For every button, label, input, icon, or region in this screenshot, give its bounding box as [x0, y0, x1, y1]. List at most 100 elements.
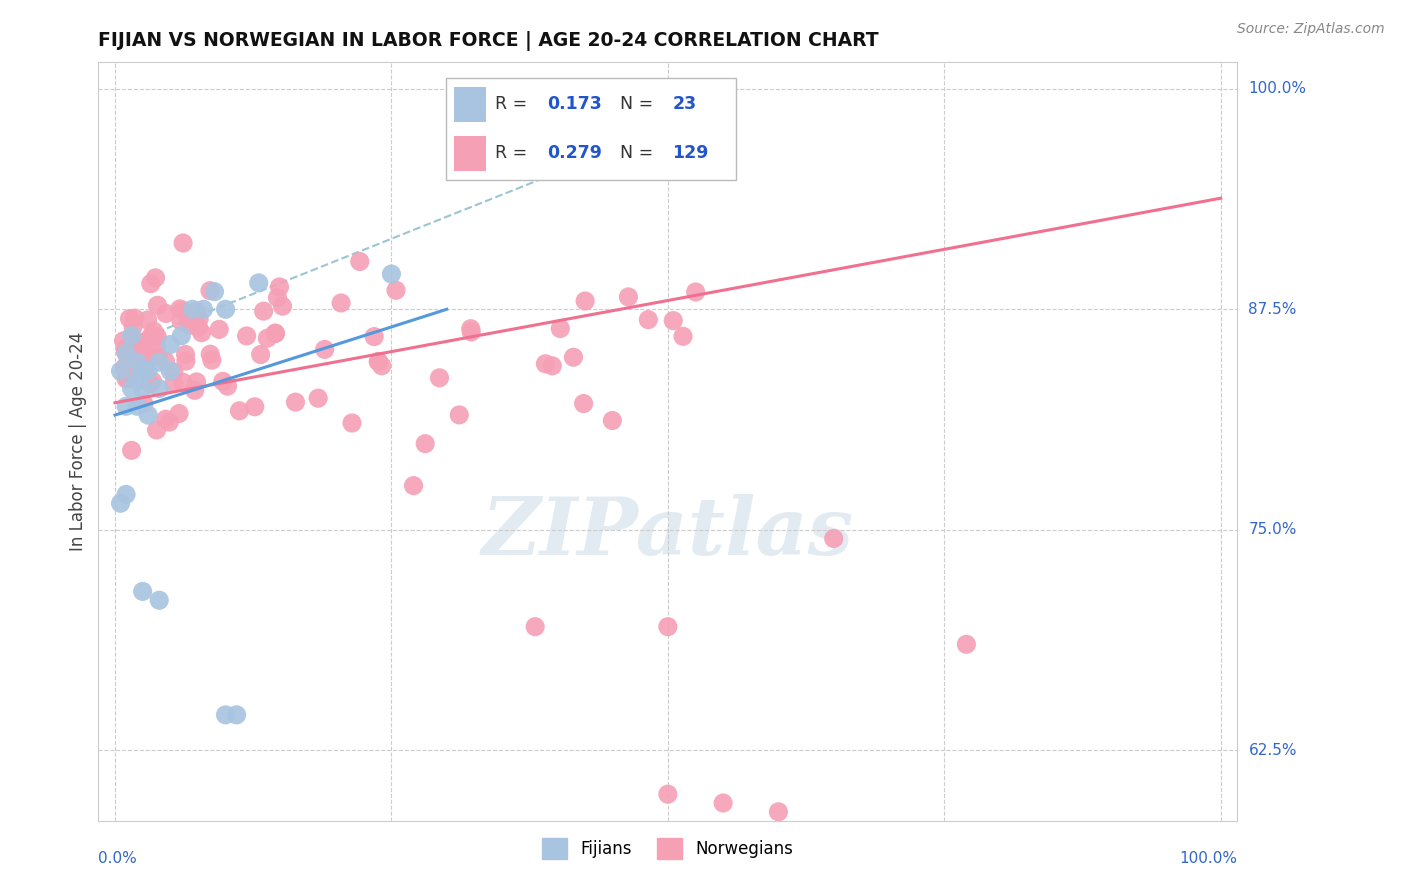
Point	[349, 254, 371, 268]
Point	[225, 707, 247, 722]
Point	[574, 293, 596, 308]
Point	[266, 291, 288, 305]
Text: 100.0%: 100.0%	[1180, 851, 1237, 866]
Text: 0.0%: 0.0%	[98, 851, 138, 866]
Point	[114, 360, 136, 375]
Point	[314, 343, 336, 357]
Point	[118, 311, 141, 326]
Point	[146, 350, 169, 364]
Point	[460, 321, 482, 335]
Point	[139, 329, 162, 343]
Point	[284, 395, 307, 409]
Point	[145, 423, 167, 437]
Point	[115, 372, 138, 386]
Point	[413, 436, 436, 450]
Point	[121, 382, 143, 396]
Point	[190, 326, 212, 340]
Point	[172, 235, 194, 250]
Point	[155, 412, 177, 426]
Point	[269, 280, 291, 294]
Point	[534, 357, 557, 371]
Point	[124, 338, 146, 352]
Point	[155, 354, 177, 368]
Point	[256, 331, 278, 345]
Point	[823, 532, 845, 546]
Point	[110, 496, 132, 510]
Point	[562, 350, 585, 364]
Point	[955, 637, 977, 651]
Point	[141, 374, 163, 388]
Point	[211, 375, 233, 389]
Point	[120, 344, 142, 359]
Point	[115, 346, 138, 360]
Point	[247, 276, 270, 290]
Text: 75.0%: 75.0%	[1249, 522, 1296, 537]
Point	[252, 304, 274, 318]
Point	[307, 391, 329, 405]
Point	[186, 375, 208, 389]
Point	[188, 312, 211, 326]
Point	[657, 787, 679, 801]
Point	[124, 311, 146, 326]
Point	[363, 329, 385, 343]
Point	[179, 318, 201, 333]
Point	[122, 319, 145, 334]
Point	[142, 324, 165, 338]
Point	[163, 376, 186, 391]
Point	[524, 620, 547, 634]
Point	[129, 357, 152, 371]
Point	[145, 340, 167, 354]
Text: 100.0%: 100.0%	[1249, 81, 1306, 96]
Point	[121, 328, 143, 343]
Text: FIJIAN VS NORWEGIAN IN LABOR FORCE | AGE 20-24 CORRELATION CHART: FIJIAN VS NORWEGIAN IN LABOR FORCE | AGE…	[98, 31, 879, 51]
Point	[121, 443, 143, 458]
Point	[429, 371, 451, 385]
Point	[181, 302, 204, 317]
Point	[264, 326, 287, 341]
Point	[167, 407, 190, 421]
Point	[131, 382, 153, 396]
Point	[617, 290, 640, 304]
Point	[449, 408, 471, 422]
Point	[169, 301, 191, 316]
Point	[145, 329, 167, 343]
Point	[132, 350, 155, 364]
Point	[170, 314, 193, 328]
Point	[402, 478, 425, 492]
Point	[685, 285, 707, 299]
Point	[127, 355, 149, 369]
Point	[127, 373, 149, 387]
Point	[136, 313, 159, 327]
Point	[136, 408, 159, 422]
Point	[131, 364, 153, 378]
Point	[228, 404, 250, 418]
Point	[385, 283, 408, 297]
Point	[145, 271, 167, 285]
Point	[146, 298, 169, 312]
Point	[264, 326, 287, 340]
Point	[541, 359, 564, 373]
Point	[157, 415, 180, 429]
Point	[572, 396, 595, 410]
Point	[187, 320, 209, 334]
Point	[371, 359, 394, 373]
Point	[134, 343, 156, 357]
Point	[672, 329, 695, 343]
Point	[132, 397, 155, 411]
Point	[159, 364, 181, 378]
Point	[711, 796, 734, 810]
Point	[148, 382, 170, 396]
Point	[174, 347, 197, 361]
Point	[121, 330, 143, 344]
Point	[271, 299, 294, 313]
Point	[127, 399, 149, 413]
Point	[657, 620, 679, 634]
Text: 87.5%: 87.5%	[1249, 301, 1296, 317]
Point	[135, 362, 157, 376]
Point	[172, 375, 194, 389]
Point	[148, 593, 170, 607]
Point	[637, 312, 659, 326]
Point	[177, 310, 200, 325]
Point	[148, 355, 170, 369]
Point	[146, 330, 169, 344]
